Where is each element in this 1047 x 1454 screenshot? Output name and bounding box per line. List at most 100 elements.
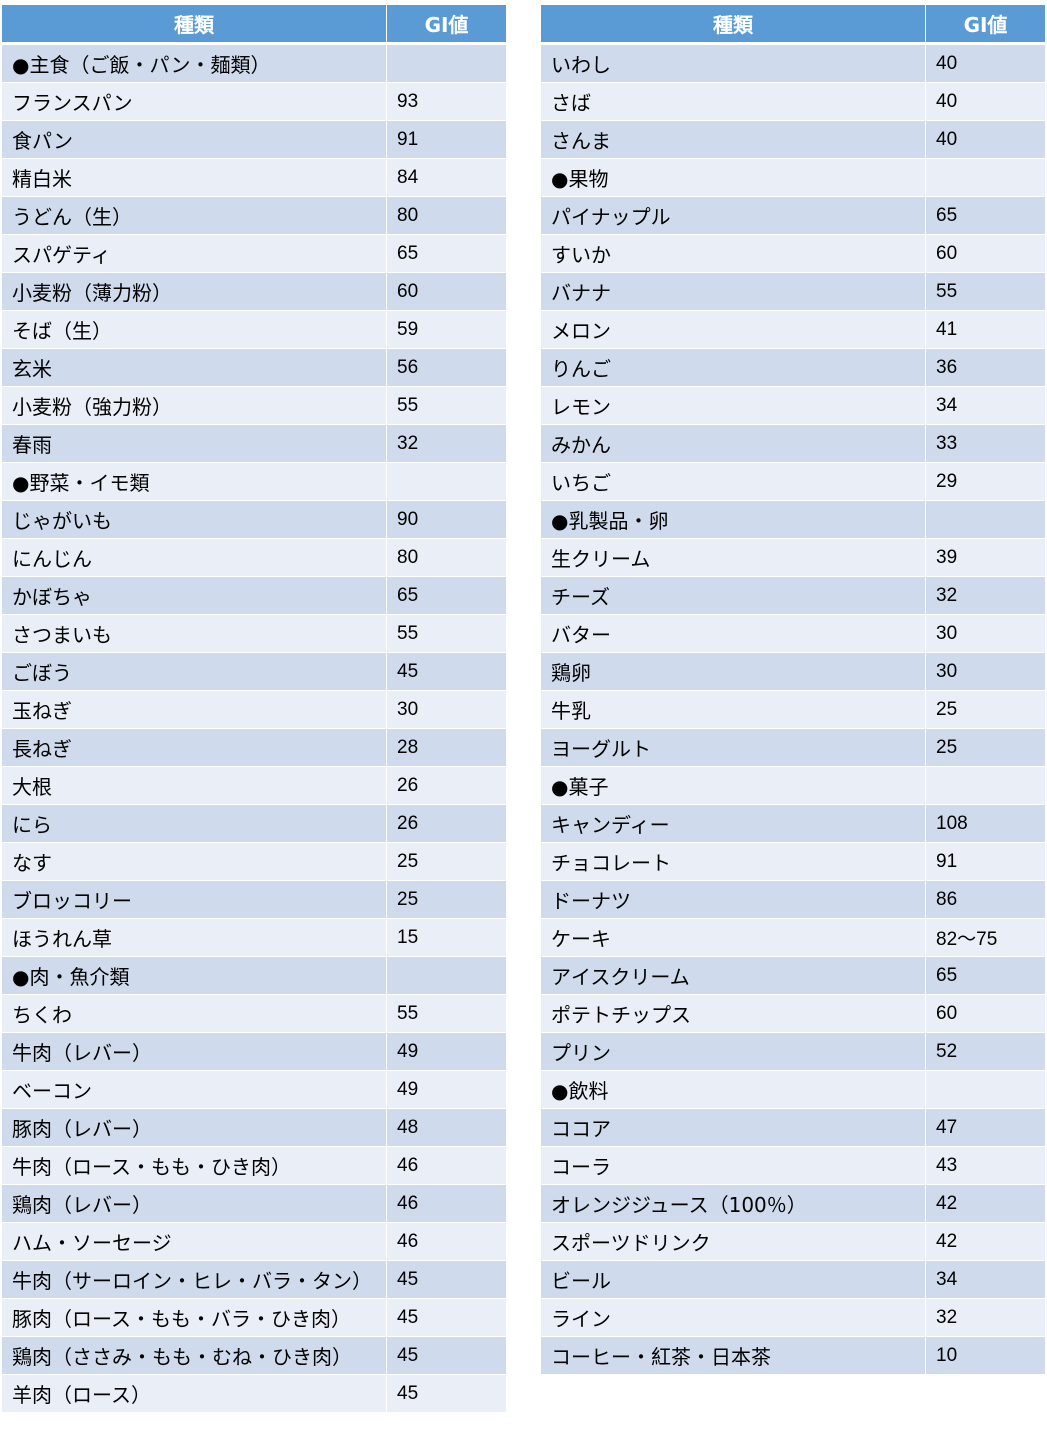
food-name: にら xyxy=(1,804,387,843)
table-row: 豚肉（レバー） 48 xyxy=(1,1108,507,1147)
food-name: 玄米 xyxy=(1,348,387,387)
table-row: そば（生） 59 xyxy=(1,310,507,349)
gi-value: 42 xyxy=(925,1222,1046,1261)
table-row: 玄米 56 xyxy=(1,348,507,387)
table-row: なす 25 xyxy=(1,842,507,881)
category-label: ●野菜・イモ類 xyxy=(1,462,387,501)
food-name: バナナ xyxy=(540,272,926,311)
table-row: 小麦粉（強力粉） 55 xyxy=(1,386,507,425)
food-name: いちご xyxy=(540,462,926,501)
food-name: バター xyxy=(540,614,926,653)
food-name: ライン xyxy=(540,1298,926,1337)
food-name: スポーツドリンク xyxy=(540,1222,926,1261)
gi-value: 55 xyxy=(386,386,507,425)
food-name: 鶏肉（ささみ・もも・むね・ひき肉） xyxy=(1,1336,387,1375)
category-label: ●菓子 xyxy=(540,766,926,805)
food-name: レモン xyxy=(540,386,926,425)
gi-value: 45 xyxy=(386,1336,507,1375)
food-name: コーヒー・紅茶・日本茶 xyxy=(540,1336,926,1375)
table-row: オレンジジュース（100％） 42 xyxy=(540,1184,1046,1223)
gi-value: 91 xyxy=(925,842,1046,881)
table-row: さば 40 xyxy=(540,82,1046,121)
table-row: 牛肉（レバー） 49 xyxy=(1,1032,507,1071)
gi-value: 47 xyxy=(925,1108,1046,1147)
food-name: ケーキ xyxy=(540,918,926,957)
table-row: いわし 40 xyxy=(540,43,1046,83)
gi-value: 55 xyxy=(386,994,507,1033)
gi-value: 40 xyxy=(925,82,1046,121)
header-row: 種類 GI値 xyxy=(540,4,1046,45)
table-row: フランスパン 93 xyxy=(1,82,507,121)
table-row: ●主食（ご飯・パン・麺類） xyxy=(1,43,507,83)
food-name: 豚肉（ロース・もも・バラ・ひき肉） xyxy=(1,1298,387,1337)
gi-value: 86 xyxy=(925,880,1046,919)
food-name: かぼちゃ xyxy=(1,576,387,615)
table-row: いちご 29 xyxy=(540,462,1046,501)
food-name: ごぼう xyxy=(1,652,387,691)
gi-value: 80 xyxy=(386,538,507,577)
table-row: ●肉・魚介類 xyxy=(1,956,507,995)
gi-value: 26 xyxy=(386,766,507,805)
gi-value: 60 xyxy=(386,272,507,311)
gi-value: 43 xyxy=(925,1146,1046,1185)
food-name: ビール xyxy=(540,1260,926,1299)
food-name: オレンジジュース（100％） xyxy=(540,1184,926,1223)
table-row: ポテトチップス 60 xyxy=(540,994,1046,1033)
food-name: すいか xyxy=(540,234,926,273)
gi-value: 29 xyxy=(925,462,1046,501)
table-row: みかん 33 xyxy=(540,424,1046,463)
table-row: ●乳製品・卵 xyxy=(540,500,1046,539)
table-row: 精白米 84 xyxy=(1,158,507,197)
table-row: ちくわ 55 xyxy=(1,994,507,1033)
food-name: ココア xyxy=(540,1108,926,1147)
table-row: 鶏肉（レバー） 46 xyxy=(1,1184,507,1223)
gi-value: 36 xyxy=(925,348,1046,387)
gi-value: 55 xyxy=(386,614,507,653)
header-row: 種類 GI値 xyxy=(1,4,507,45)
header-gi: GI値 xyxy=(386,4,507,45)
gi-value: 93 xyxy=(386,82,507,121)
gi-value: 41 xyxy=(925,310,1046,349)
food-name: コーラ xyxy=(540,1146,926,1185)
gi-value: 25 xyxy=(386,880,507,919)
gi-value xyxy=(386,43,507,83)
food-name: さつまいも xyxy=(1,614,387,653)
food-name: ベーコン xyxy=(1,1070,387,1109)
table-row: ハム・ソーセージ 46 xyxy=(1,1222,507,1261)
food-name: じゃがいも xyxy=(1,500,387,539)
food-name: 生クリーム xyxy=(540,538,926,577)
gi-value: 108 xyxy=(925,804,1046,843)
food-name: チーズ xyxy=(540,576,926,615)
gi-value: 46 xyxy=(386,1222,507,1261)
food-name: 精白米 xyxy=(1,158,387,197)
table-row: スポーツドリンク 42 xyxy=(540,1222,1046,1261)
table-row: ●飲料 xyxy=(540,1070,1046,1109)
table-row: スパゲティ 65 xyxy=(1,234,507,273)
gi-value: 40 xyxy=(925,43,1046,83)
gi-value: 30 xyxy=(925,652,1046,691)
gi-value xyxy=(386,462,507,501)
table-row: うどん（生） 80 xyxy=(1,196,507,235)
gi-value: 90 xyxy=(386,500,507,539)
gi-value xyxy=(925,500,1046,539)
table-row: 鶏卵 30 xyxy=(540,652,1046,691)
food-name: 玉ねぎ xyxy=(1,690,387,729)
gi-value: 84 xyxy=(386,158,507,197)
gi-value: 39 xyxy=(925,538,1046,577)
food-name: ブロッコリー xyxy=(1,880,387,919)
table-row: ●果物 xyxy=(540,158,1046,197)
food-name: ドーナツ xyxy=(540,880,926,919)
gi-value: 26 xyxy=(386,804,507,843)
table-body-left: ●主食（ご飯・パン・麺類） フランスパン 93 食パン 91 精白米 84 うどん（生） 80 ス… xyxy=(1,43,507,1413)
food-name: にんじん xyxy=(1,538,387,577)
gi-value: 33 xyxy=(925,424,1046,463)
gi-value: 55 xyxy=(925,272,1046,311)
gi-value: 34 xyxy=(925,1260,1046,1299)
food-name: りんご xyxy=(540,348,926,387)
gi-value: 45 xyxy=(386,1374,507,1413)
gi-value: 30 xyxy=(925,614,1046,653)
table-row: ドーナツ 86 xyxy=(540,880,1046,919)
food-name: ほうれん草 xyxy=(1,918,387,957)
food-name: うどん（生） xyxy=(1,196,387,235)
gi-value: 45 xyxy=(386,1298,507,1337)
